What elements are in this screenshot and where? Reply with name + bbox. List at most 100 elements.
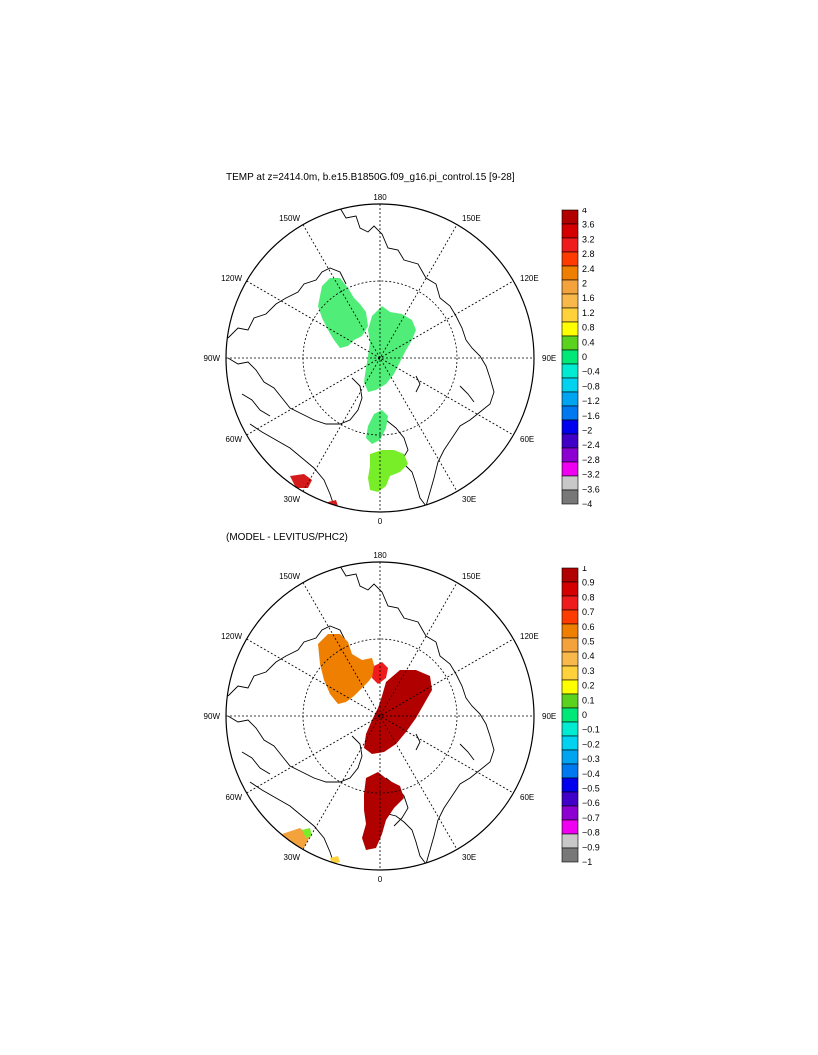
colorbar-swatch (561, 279, 579, 295)
colorbar-tick-label: −0.4 (582, 769, 600, 779)
graticule-bottom (226, 562, 534, 870)
field-patch-7 (302, 828, 312, 838)
colorbar-swatch (561, 609, 579, 625)
map-title-top: TEMP at z=2414.0m, b.e15.B1850G.f09_g16.… (226, 172, 515, 183)
colorbar-tick-label: 2.8 (582, 249, 595, 259)
lon-label-180: 180 (373, 193, 387, 202)
colorbar-tick-label: 0.4 (582, 337, 595, 347)
colorbar-swatch (561, 209, 579, 225)
lon-label-30w: 30W (284, 853, 301, 862)
colorbar-swatch (561, 293, 579, 309)
lon-label-90w: 90W (204, 712, 221, 721)
colorbar-swatch (561, 595, 579, 611)
lon-label-60w: 60W (226, 793, 243, 802)
colorbar-swatch (561, 251, 579, 267)
colorbar-swatch (561, 391, 579, 407)
colorbar-tick-label: −0.5 (582, 784, 600, 794)
colorbar-tick-label: −0.8 (582, 381, 600, 391)
map-boundary-bottom (225, 561, 535, 871)
colorbar-swatch (561, 321, 579, 337)
map-title-bottom: (MODEL - LEVITUS/PHC2) (226, 532, 348, 543)
colorbar-tick-label: 3.6 (582, 220, 595, 230)
lon-label-150w: 150W (279, 214, 300, 223)
colorbar-tick-label: −0.6 (582, 798, 600, 808)
colorbar-tick-label: −3.2 (582, 470, 600, 480)
polar-map-bottom: 180 150E 120E 90E 60E 30E 0 30W 60W 90W … (204, 551, 557, 884)
colorbar-tick-label: 1 (582, 566, 587, 573)
lon-label-180: 180 (373, 551, 387, 560)
map-fill-top (226, 204, 534, 512)
lon-label-90e: 90E (542, 354, 556, 363)
lon-label-120e: 120E (520, 274, 539, 283)
colorbar-swatch (561, 475, 579, 491)
field-patch-2 (364, 306, 416, 392)
colorbar-tick-label: 2.4 (582, 264, 595, 274)
colorbar-tick-label: −3.6 (582, 484, 600, 494)
lon-label-0: 0 (378, 875, 383, 884)
colorbar-bottom: 1 0.9 0.8 0.7 0.6 0.5 0.4 0.3 0.2 0.1 0 −0.1 −0.2 −0.… (561, 566, 600, 866)
colorbar-swatch (561, 665, 579, 681)
colorbar-swatch (561, 805, 579, 821)
colorbar-swatch (561, 847, 579, 863)
field-patch-2 (372, 662, 388, 684)
colorbar-swatch (561, 461, 579, 477)
lon-label-150e: 150E (462, 214, 481, 223)
colorbar-swatch (561, 349, 579, 365)
lon-label-120w: 120W (221, 274, 242, 283)
colorbar-tick-label: 0.4 (582, 651, 595, 661)
colorbar-tick-label: 0 (582, 710, 587, 720)
field-patch-4 (368, 450, 408, 492)
lon-label-150w: 150W (279, 572, 300, 581)
colorbar-swatch (561, 791, 579, 807)
colorbar-swatch (561, 447, 579, 463)
colorbar-swatch (561, 433, 579, 449)
map-boundary-top (225, 203, 535, 513)
field-patch-3 (366, 410, 388, 444)
lon-label-90w: 90W (204, 354, 221, 363)
lon-label-120w: 120W (221, 632, 242, 641)
lon-label-30w: 30W (284, 495, 301, 504)
colorbar-tick-label: 1.2 (582, 308, 595, 318)
colorbar-tick-label: 0.8 (582, 592, 595, 602)
colorbar-tick-label: 0 (582, 352, 587, 362)
coastlines-top (227, 207, 495, 507)
colorbar-swatch (561, 637, 579, 653)
lon-label-30e: 30E (462, 853, 476, 862)
colorbar-tick-label: −1 (582, 857, 592, 866)
colorbar-swatch (561, 819, 579, 835)
lon-label-120e: 120E (520, 632, 539, 641)
colorbar-tick-label: −0.4 (582, 367, 600, 377)
colorbar-tick-label: −4 (582, 499, 592, 508)
colorbar-swatch (561, 567, 579, 583)
colorbar-tick-label: −0.7 (582, 813, 600, 823)
colorbar-swatch (561, 335, 579, 351)
colorbar-swatch (561, 307, 579, 323)
colorbar-swatch (561, 735, 579, 751)
field-patch-6 (290, 474, 312, 488)
lon-label-60e: 60E (520, 435, 534, 444)
colorbar-tick-label: −0.9 (582, 842, 600, 852)
polar-map-top: 180 150E 120E 90E 60E 30E 0 30W 60W 90W … (204, 193, 557, 526)
colorbar-tick-label: 0.6 (582, 622, 595, 632)
lon-label-0: 0 (378, 517, 383, 526)
colorbar-swatch (561, 363, 579, 379)
colorbar-swatch (561, 777, 579, 793)
colorbar-tick-label: 0.9 (582, 578, 595, 588)
colorbar-tick-label: −2 (582, 426, 592, 436)
colorbar-swatch (561, 623, 579, 639)
colorbar-tick-label: −0.2 (582, 739, 600, 749)
colorbar-swatch (561, 581, 579, 597)
colorbar-swatch (561, 721, 579, 737)
colorbar-top: 4 3.6 3.2 2.8 2.4 2 1.6 1.2 0.8 0.4 0 −0.4 −0.8 −1.2 −… (561, 208, 600, 508)
colorbar-swatch (561, 707, 579, 723)
colorbar-tick-label: 1.6 (582, 293, 595, 303)
colorbar-tick-label: −2.8 (582, 455, 600, 465)
colorbar-tick-label: 0.8 (582, 323, 595, 333)
lon-label-30e: 30E (462, 495, 476, 504)
colorbar-tick-label: 0.7 (582, 607, 595, 617)
lon-label-90e: 90E (542, 712, 556, 721)
colorbar-tick-label: 3.2 (582, 234, 595, 244)
colorbar-tick-label: −0.1 (582, 725, 600, 735)
colorbar-tick-label: −2.4 (582, 440, 600, 450)
coastlines-bottom (227, 565, 495, 865)
